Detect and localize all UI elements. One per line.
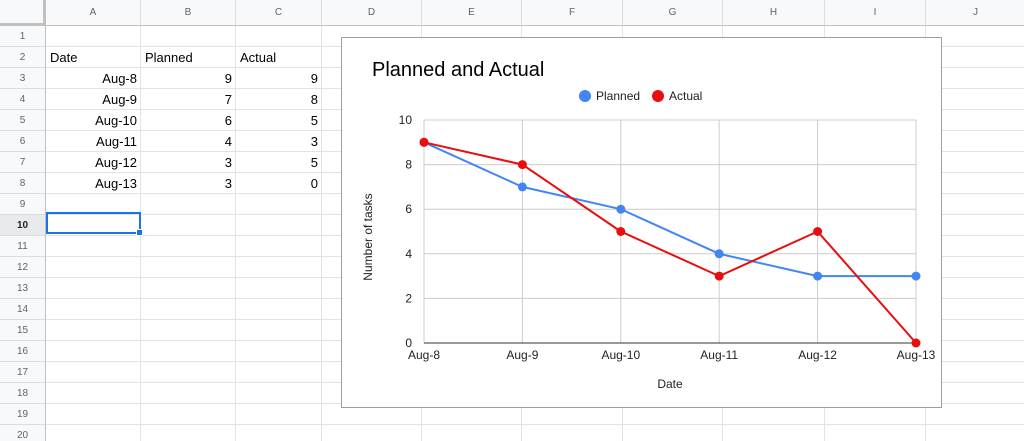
cell-a3[interactable]: Aug-8: [102, 71, 137, 86]
x-tick-label: Aug-8: [408, 348, 440, 362]
row-header-9[interactable]: 9: [0, 194, 46, 215]
cell-b4[interactable]: 7: [224, 92, 232, 107]
row-header-4[interactable]: 4: [0, 89, 46, 110]
cell-a7[interactable]: Aug-12: [95, 155, 137, 170]
x-tick-label: Aug-9: [506, 348, 538, 362]
column-header-a[interactable]: A: [46, 0, 141, 26]
column-gridline: [235, 26, 236, 441]
data-point-planned[interactable]: [517, 182, 527, 192]
chart-title: Planned and Actual: [372, 59, 544, 81]
column-header-i[interactable]: I: [825, 0, 926, 26]
row-header-18[interactable]: 18: [0, 383, 46, 404]
data-point-actual[interactable]: [813, 227, 823, 236]
column-header-e[interactable]: E: [422, 0, 522, 26]
data-point-actual[interactable]: [616, 227, 626, 236]
active-cell-selection[interactable]: [46, 212, 141, 234]
y-tick-label: 0: [405, 336, 412, 350]
row-header-13[interactable]: 13: [0, 278, 46, 299]
row-header-5[interactable]: 5: [0, 110, 46, 131]
row-header-8[interactable]: 8: [0, 173, 46, 194]
row-header-19[interactable]: 19: [0, 404, 46, 425]
cell-b8[interactable]: 3: [224, 176, 232, 191]
row-header-15[interactable]: 15: [0, 320, 46, 341]
cell-b5[interactable]: 6: [224, 113, 232, 128]
fill-handle[interactable]: [136, 229, 143, 236]
row-gridline: [46, 424, 1024, 425]
row-header-2[interactable]: 2: [0, 47, 46, 68]
row-header-3[interactable]: 3: [0, 68, 46, 89]
y-tick-label: 8: [405, 158, 412, 172]
cell-c7[interactable]: 5: [310, 155, 318, 170]
cell-a5[interactable]: Aug-10: [95, 113, 137, 128]
series-line-actual[interactable]: [423, 141, 917, 344]
row-header-11[interactable]: 11: [0, 236, 46, 257]
cell-b6[interactable]: 4: [224, 134, 232, 149]
column-header-c[interactable]: C: [236, 0, 322, 26]
cell-a8[interactable]: Aug-13: [95, 176, 137, 191]
row-header-14[interactable]: 14: [0, 299, 46, 320]
legend-marker-actual[interactable]: [652, 90, 664, 102]
data-point-planned[interactable]: [813, 271, 823, 281]
cell-c5[interactable]: 5: [310, 113, 318, 128]
y-tick-label: 2: [405, 291, 412, 305]
cell-b2[interactable]: Planned: [145, 50, 193, 65]
column-header-f[interactable]: F: [522, 0, 623, 26]
cell-b3[interactable]: 9: [224, 71, 232, 86]
x-tick-label: Aug-10: [601, 348, 640, 362]
column-header-h[interactable]: H: [723, 0, 825, 26]
column-gridline: [321, 26, 322, 441]
data-point-planned[interactable]: [911, 271, 921, 281]
x-axis-title: Date: [657, 377, 683, 391]
cell-a2[interactable]: Date: [50, 50, 78, 65]
cell-c3[interactable]: 9: [310, 71, 318, 86]
row-header-16[interactable]: 16: [0, 341, 46, 362]
select-all-corner[interactable]: [0, 0, 46, 26]
cell-c8[interactable]: 0: [310, 176, 318, 191]
data-point-actual[interactable]: [517, 160, 527, 170]
x-tick-label: Aug-11: [700, 348, 738, 362]
data-point-actual[interactable]: [419, 137, 429, 147]
column-header-g[interactable]: G: [623, 0, 723, 26]
row-header-20[interactable]: 20: [0, 425, 46, 441]
chart-series-points: [419, 137, 921, 348]
x-tick-label: Aug-12: [798, 348, 837, 362]
column-header-b[interactable]: B: [141, 0, 236, 26]
legend-label-actual[interactable]: Actual: [669, 89, 702, 103]
row-header-12[interactable]: 12: [0, 257, 46, 278]
cell-a6[interactable]: Aug-11: [96, 134, 137, 149]
x-tick-label: Aug-13: [897, 348, 936, 362]
row-header-7[interactable]: 7: [0, 152, 46, 173]
row-header-17[interactable]: 17: [0, 362, 46, 383]
line-chart[interactable]: Planned and Actual Planned Actual 0 2 4 6 8 10…: [341, 37, 942, 408]
column-header-j[interactable]: J: [926, 0, 1024, 26]
y-tick-label: 6: [405, 202, 412, 216]
data-point-planned[interactable]: [616, 204, 626, 214]
series-line-planned[interactable]: [423, 141, 916, 278]
cell-c4[interactable]: 8: [310, 92, 318, 107]
row-header-10[interactable]: 10: [0, 215, 46, 236]
column-header-d[interactable]: D: [322, 0, 422, 26]
y-tick-label: 10: [399, 113, 413, 127]
row-header-1[interactable]: 1: [0, 26, 46, 47]
y-axis-title: Number of tasks: [361, 193, 375, 280]
cell-a4[interactable]: Aug-9: [102, 92, 137, 107]
data-point-actual[interactable]: [714, 271, 724, 281]
legend-label-planned[interactable]: Planned: [596, 89, 640, 103]
chart-series-lines: [423, 141, 917, 344]
chart-tick-labels: 0 2 4 6 8 10 Aug-8 Aug-9 Aug-10 Aug-11 Aug-12 Aug-1…: [399, 113, 936, 362]
cell-b7[interactable]: 3: [224, 155, 232, 170]
chart-legend[interactable]: Planned Actual: [579, 89, 702, 103]
cell-c2[interactable]: Actual: [240, 50, 277, 65]
y-tick-label: 4: [405, 247, 412, 261]
data-point-actual[interactable]: [911, 338, 921, 348]
cell-c6[interactable]: 3: [310, 134, 318, 149]
row-header-6[interactable]: 6: [0, 131, 46, 152]
chart-canvas: Planned and Actual Planned Actual 0 2 4 6 8 10…: [361, 59, 936, 391]
legend-marker-planned[interactable]: [579, 90, 591, 102]
data-point-planned[interactable]: [714, 249, 724, 259]
